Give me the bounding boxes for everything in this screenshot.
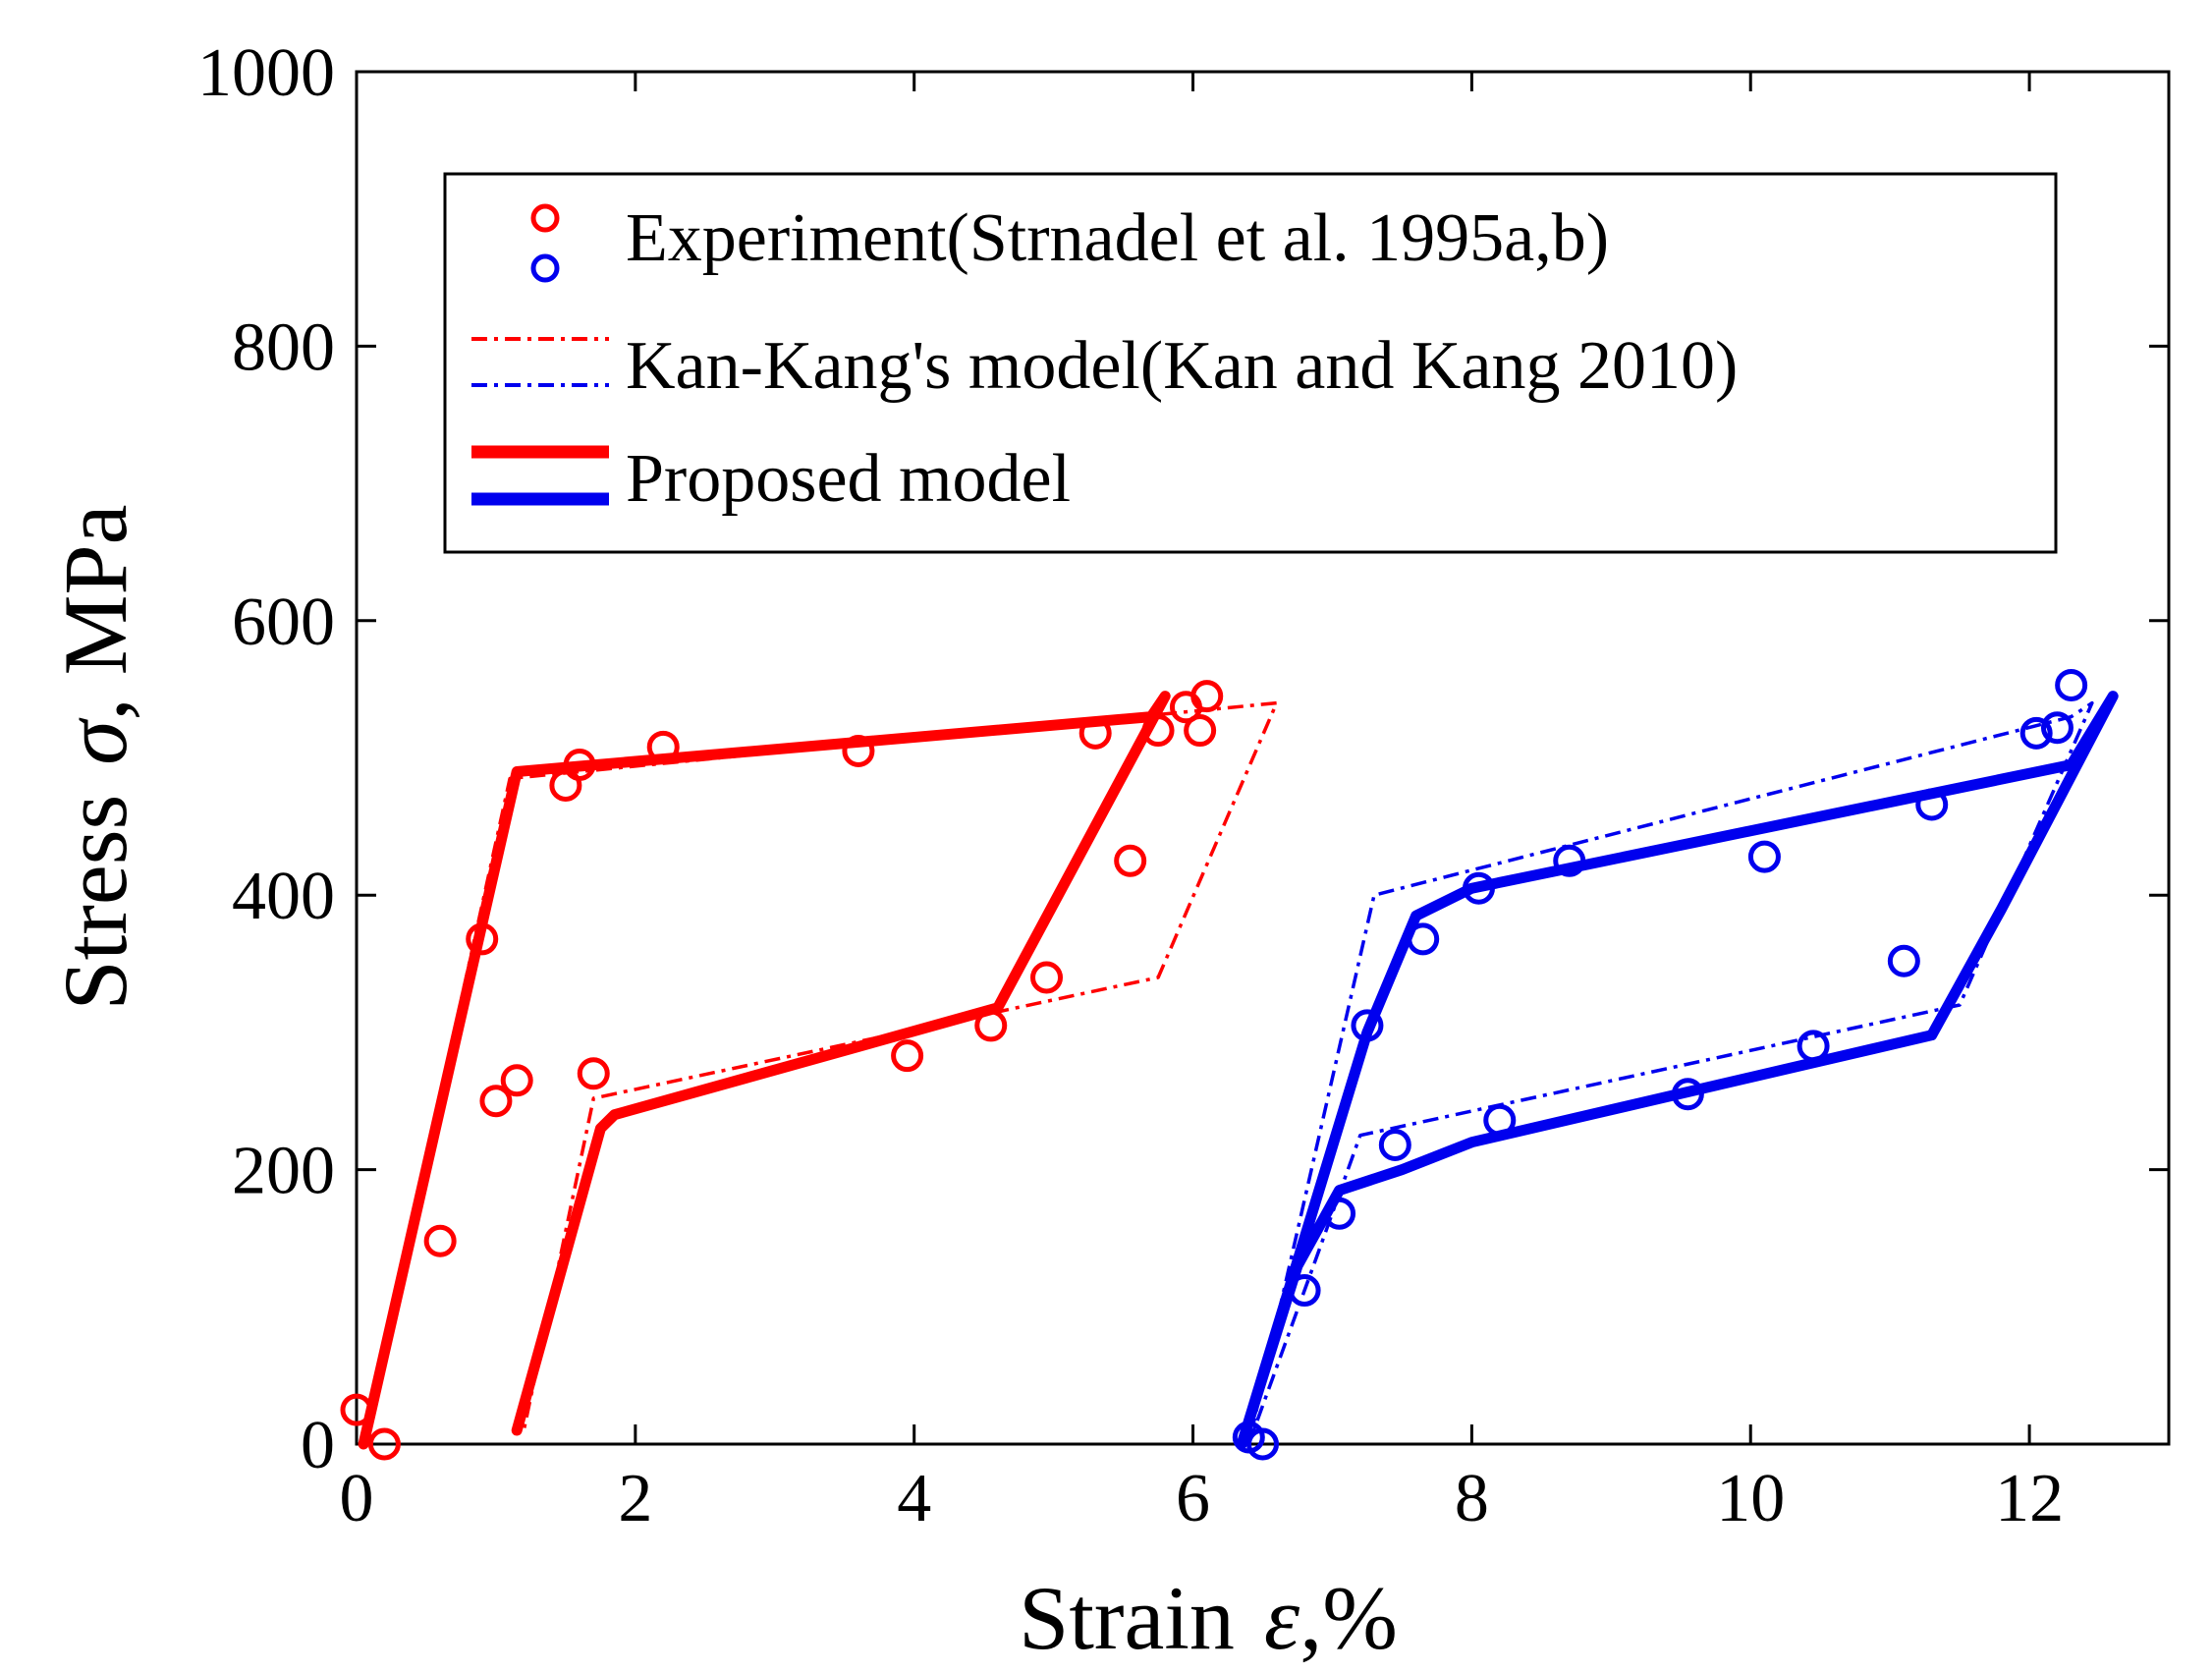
data-point-experiment-red-9 (646, 730, 680, 763)
y-axis-title-prefix: Stress (45, 795, 145, 1011)
series-experiment-blue (1232, 668, 2088, 1461)
legend-proposed-swatch (471, 445, 609, 506)
x-tick-label: 12 (1995, 1461, 2064, 1536)
data-point-experiment-red-10 (842, 735, 875, 768)
data-point-experiment-red-14 (1078, 716, 1112, 750)
data-point-experiment-red-1 (367, 1427, 401, 1461)
y-tick-label: 200 (232, 1134, 335, 1209)
data-point-experiment-red-12 (974, 1009, 1008, 1042)
legend: Experiment(Strnadel et al. 1995a,b) Kan-… (443, 172, 2058, 554)
data-point-experiment-blue-13 (1887, 944, 1920, 977)
y-axis-title-symbol: σ (45, 717, 145, 765)
data-point-experiment-red-19 (1190, 680, 1224, 713)
series-line-kan-kang-blue (1246, 700, 2094, 1445)
data-point-experiment-red-7 (563, 748, 596, 781)
data-point-experiment-blue-3 (1323, 1197, 1356, 1230)
data-point-experiment-red-11 (891, 1039, 924, 1073)
y-tick-label: 400 (232, 859, 335, 934)
x-tick-label: 0 (340, 1461, 374, 1536)
data-point-experiment-blue-10 (1671, 1078, 1704, 1111)
x-tick-label: 8 (1455, 1461, 1489, 1536)
x-tick-label: 4 (897, 1461, 931, 1536)
legend-kankang-label: Kan-Kang's model(Kan and Kang 2010) (626, 328, 1738, 404)
data-point-experiment-blue-9 (1553, 844, 1586, 877)
data-point-experiment-red-3 (466, 922, 499, 956)
legend-kankang-swatch (471, 337, 609, 387)
y-axis-title-unit: , MPa (45, 505, 145, 721)
x-axis-title-prefix: Strain (1019, 1568, 1235, 1668)
data-point-experiment-blue-5 (1378, 1128, 1411, 1161)
data-point-experiment-blue-1 (1246, 1427, 1279, 1461)
series-line-kan-kang-red (361, 700, 1279, 1445)
x-axis-title-symbol: ε (1264, 1568, 1300, 1668)
series-experiment-red (340, 680, 1224, 1461)
series-layer (340, 668, 2119, 1461)
x-tick-label: 10 (1716, 1461, 1785, 1536)
legend-experiment-swatch (530, 203, 560, 283)
x-tick-label: 6 (1176, 1461, 1210, 1536)
legend-experiment-label: Experiment(Strnadel et al. 1995a,b) (626, 200, 1609, 276)
data-point-experiment-blue-8 (1483, 1103, 1517, 1137)
series-line-proposed-red (358, 691, 1171, 1450)
data-point-experiment-red-8 (577, 1057, 610, 1090)
data-point-experiment-blue-14 (1915, 788, 1949, 821)
axis-ticks: 0 2 4 6 8 10 12 0 200 400 600 800 1000 (197, 35, 2169, 1536)
legend-experiment-red-marker (530, 203, 560, 233)
data-point-experiment-blue-4 (1351, 1009, 1384, 1042)
legend-box (443, 172, 2058, 554)
data-point-experiment-blue-11 (1747, 840, 1781, 873)
data-point-experiment-red-16 (1141, 714, 1175, 748)
y-tick-label: 1000 (197, 35, 335, 111)
x-axis-title-unit: ,% (1300, 1568, 1398, 1668)
data-point-experiment-blue-6 (1407, 922, 1440, 956)
data-point-experiment-blue-17 (2055, 668, 2088, 701)
data-point-experiment-blue-2 (1288, 1274, 1321, 1308)
y-axis-title: Stress σ, MPa (45, 505, 145, 1011)
data-point-experiment-red-18 (1184, 714, 1217, 748)
x-tick-label: 2 (618, 1461, 652, 1536)
data-point-experiment-red-4 (479, 1085, 513, 1118)
series-line-proposed-blue (1236, 691, 2119, 1450)
legend-experiment-blue-marker (530, 253, 560, 283)
y-tick-label: 600 (232, 585, 335, 660)
data-point-experiment-blue-7 (1462, 871, 1495, 905)
y-tick-label: 0 (301, 1408, 335, 1483)
data-point-experiment-red-15 (1114, 844, 1147, 877)
y-tick-label: 800 (232, 309, 335, 385)
data-point-experiment-blue-15 (2019, 716, 2053, 750)
legend-proposed-label: Proposed model (626, 441, 1071, 517)
data-point-experiment-red-5 (500, 1064, 533, 1097)
data-point-experiment-red-13 (1030, 961, 1064, 994)
data-point-experiment-red-2 (423, 1224, 457, 1257)
data-point-experiment-red-0 (340, 1393, 373, 1426)
data-point-experiment-blue-16 (2040, 711, 2074, 745)
data-point-experiment-blue-12 (1797, 1030, 1830, 1063)
x-axis-title: Strain ε,% (1019, 1568, 1398, 1668)
